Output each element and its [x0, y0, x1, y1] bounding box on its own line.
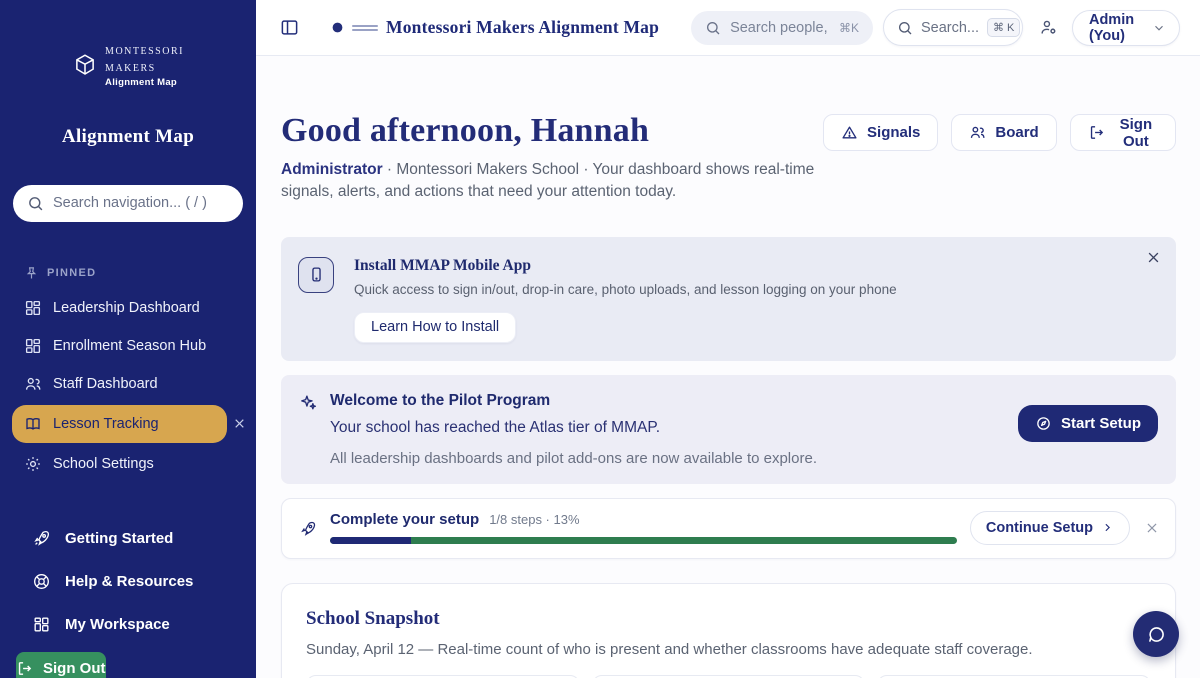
search-people-field[interactable]: ⌘K	[691, 10, 873, 45]
rocket-icon	[32, 529, 51, 548]
sidebar: MONTESSORI MAKERS Alignment Map Alignmen…	[0, 0, 256, 678]
chevron-right-icon	[1101, 521, 1114, 534]
header-logo-text-mark	[352, 24, 378, 31]
snapshot-title: School Snapshot	[306, 607, 440, 629]
setup-steps-meta: 1/8 steps · 13%	[489, 512, 580, 528]
top-header: Montessori Makers Alignment Map ⌘K ⌘ K	[256, 0, 1200, 56]
pilot-banner-tier-line: Your school has reached the Atlas tier o…	[330, 418, 660, 436]
pin-icon	[24, 266, 39, 281]
help-lifering-icon	[32, 572, 51, 591]
sidebar-search-input[interactable]	[53, 195, 229, 212]
sidebar-item-help-resources[interactable]: Help & Resources	[20, 560, 236, 603]
logo-line3: Alignment Map	[105, 76, 178, 88]
setup-progress-fill	[330, 537, 412, 545]
logo-line2: MAKERS	[105, 62, 156, 74]
install-app-banner: Install MMAP Mobile App Quick access to …	[281, 236, 1176, 361]
app-title: Montessori Makers Alignment Map	[386, 17, 660, 37]
continue-setup-button[interactable]: Continue Setup	[969, 510, 1130, 545]
book-icon	[24, 415, 42, 433]
search-icon	[27, 195, 44, 212]
install-banner-title: Install MMAP Mobile App	[354, 256, 531, 274]
sidebar-toggle-icon[interactable]	[280, 18, 299, 37]
phone-icon	[298, 256, 334, 293]
cube-logo-icon	[72, 52, 98, 78]
search-people-input[interactable]	[730, 19, 830, 36]
install-banner-description: Quick access to sign in/out, drop-in car…	[354, 281, 897, 297]
logo-line1: MONTESSORI	[105, 46, 184, 57]
page-title: Good afternoon, Hannah	[281, 112, 650, 149]
admin-menu[interactable]: Admin (You)	[1071, 9, 1180, 46]
pinned-section-header: PINNED	[24, 266, 256, 281]
sidebar-logo: MONTESSORI MAKERS Alignment Map	[0, 42, 256, 88]
chevron-down-icon	[1152, 21, 1166, 35]
school-snapshot-card: School Snapshot Sunday, April 12 — Real-…	[281, 582, 1176, 678]
setup-progress-bar: Complete your setup 1/8 steps · 13% Cont…	[281, 497, 1176, 559]
shortcut-badge: ⌘ K	[986, 18, 1021, 37]
page-subtitle: Administrator · Montessori Makers School…	[281, 161, 815, 201]
rocket-icon	[299, 520, 317, 538]
search-icon	[705, 20, 721, 36]
pilot-banner-title: Welcome to the Pilot Program	[330, 391, 551, 409]
people-icon	[969, 124, 986, 141]
sidebar-item-staff-dashboard[interactable]: Staff Dashboard	[12, 365, 244, 403]
pilot-banner-detail-line: All leadership dashboards and pilot add-…	[330, 449, 817, 467]
logout-icon	[1088, 124, 1105, 141]
sidebar-title: Alignment Map	[61, 125, 195, 147]
search-icon	[897, 20, 913, 36]
learn-how-to-install-button[interactable]: Learn How to Install	[354, 311, 517, 343]
setup-title: Complete your setup	[330, 511, 480, 529]
chat-fab-button[interactable]	[1133, 611, 1179, 657]
header-logo-icon	[331, 21, 344, 34]
sign-out-button[interactable]: Sign Out	[1069, 114, 1176, 151]
unpin-lesson-tracking-icon[interactable]	[231, 417, 256, 430]
board-button[interactable]: Board	[951, 114, 1057, 151]
sidebar-item-lesson-tracking[interactable]: Lesson Tracking	[12, 404, 227, 443]
user-settings-icon[interactable]	[1039, 18, 1058, 37]
sidebar-item-school-settings[interactable]: School Settings	[12, 445, 244, 483]
logout-icon	[16, 660, 33, 677]
workspace-grid-icon	[32, 615, 51, 634]
dashboard-grid-icon	[24, 299, 42, 317]
dismiss-setup-bar-icon[interactable]	[1145, 521, 1159, 535]
global-search-input[interactable]	[920, 19, 979, 36]
close-install-banner-icon[interactable]	[1146, 250, 1161, 265]
start-setup-button[interactable]: Start Setup	[1017, 404, 1158, 442]
main-content: Good afternoon, Hannah Administrator · M…	[256, 56, 1200, 678]
sidebar-search[interactable]	[13, 184, 243, 222]
warning-triangle-icon	[841, 124, 858, 141]
compass-icon	[1035, 415, 1052, 432]
app-brand: Montessori Makers Alignment Map	[331, 17, 659, 38]
snapshot-subtitle: Sunday, April 12 — Real-time count of wh…	[306, 640, 1033, 658]
global-search-field[interactable]: ⌘ K	[882, 9, 1023, 46]
sidebar-item-my-workspace[interactable]: My Workspace	[20, 603, 236, 646]
sidebar-item-enrollment-season-hub[interactable]: Enrollment Season Hub	[12, 327, 244, 365]
gear-icon	[24, 455, 42, 473]
setup-progress-track	[330, 537, 957, 545]
sidebar-item-getting-started[interactable]: Getting Started	[20, 517, 236, 560]
pilot-program-banner: Welcome to the Pilot Program Your school…	[281, 374, 1176, 484]
shortcut-hint: ⌘K	[838, 20, 859, 35]
sparkle-icon	[299, 393, 318, 467]
people-icon	[24, 375, 42, 393]
sidebar-sign-out-button[interactable]: Sign Out	[16, 651, 106, 678]
dashboard-grid-icon	[24, 337, 42, 355]
sidebar-item-leadership-dashboard[interactable]: Leadership Dashboard	[12, 289, 244, 327]
chat-bubble-icon	[1146, 624, 1167, 645]
signals-button[interactable]: Signals	[823, 114, 939, 151]
